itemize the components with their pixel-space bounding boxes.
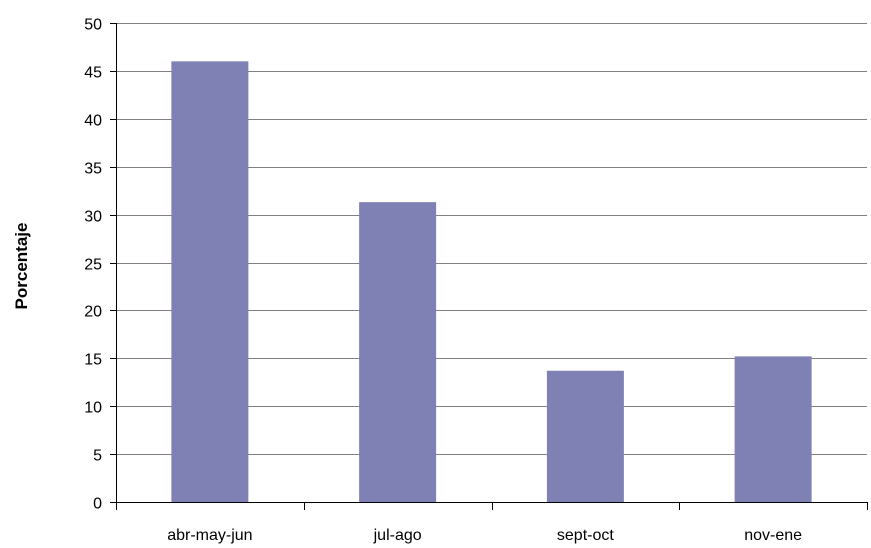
bar-sept-oct <box>546 370 624 502</box>
axes <box>110 23 868 510</box>
y-tick-label: 35 <box>84 161 102 178</box>
y-tick-label: 25 <box>84 257 102 274</box>
bar-jul-ago <box>359 202 437 502</box>
y-tick-label: 40 <box>84 113 102 130</box>
x-tick-label: jul-ago <box>373 527 422 544</box>
y-tick-label: 5 <box>93 448 102 465</box>
y-tick-label: 10 <box>84 400 102 417</box>
x-tick-label: sept-oct <box>557 527 614 544</box>
y-tick-labels: 0 5 10 15 20 25 30 35 40 45 50 <box>84 17 102 513</box>
y-tick-label: 15 <box>84 352 102 369</box>
y-tick-label: 0 <box>93 496 102 513</box>
y-tick-label: 20 <box>84 304 102 321</box>
y-tick-label: 30 <box>84 209 102 226</box>
x-tick-labels: abr-may-jun jul-ago sept-oct nov-ene <box>167 527 802 544</box>
y-axis-title: Porcentaje <box>12 223 31 310</box>
bars <box>171 61 812 502</box>
y-tick-label: 45 <box>84 65 102 82</box>
bar-abr-may-jun <box>171 61 249 502</box>
y-tick-label: 50 <box>84 17 102 34</box>
x-tick-label: abr-may-jun <box>167 527 252 544</box>
bar-nov-ene <box>734 356 812 502</box>
x-tick-label: nov-ene <box>744 527 802 544</box>
